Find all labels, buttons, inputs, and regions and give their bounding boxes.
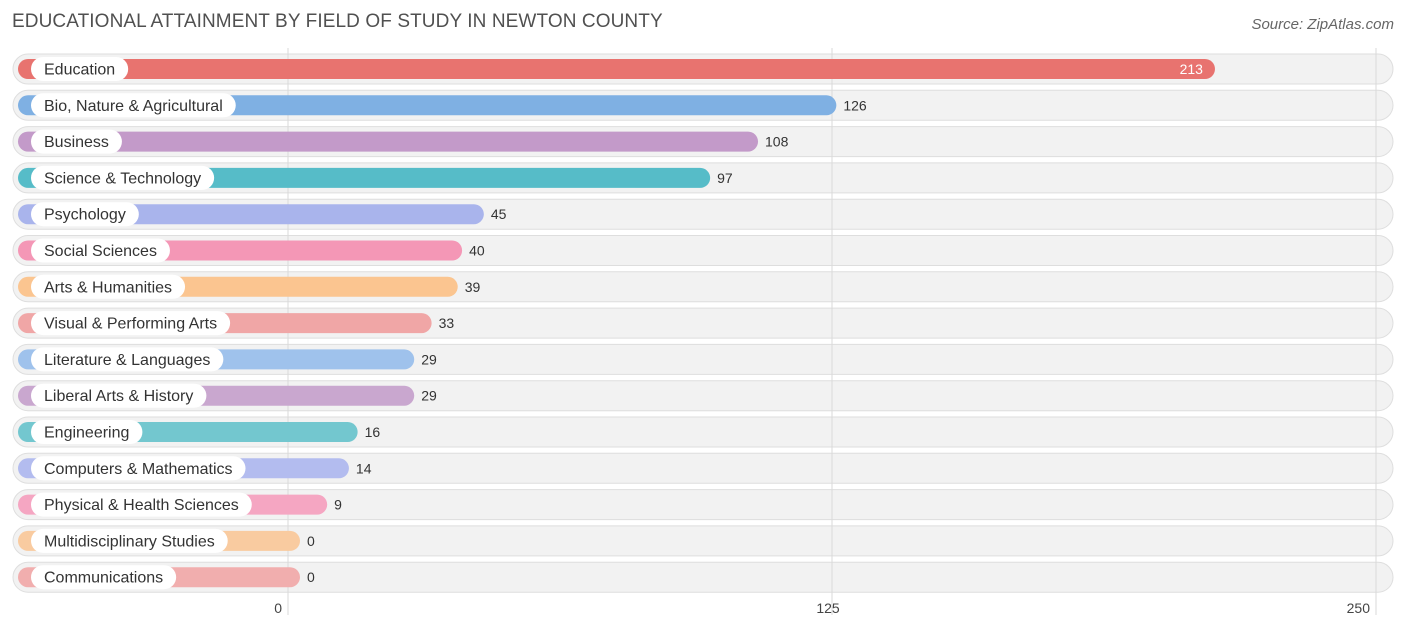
category-label: Multidisciplinary Studies (44, 533, 215, 550)
category-label: Education (44, 62, 115, 79)
category-pill (31, 274, 186, 299)
bar (18, 131, 759, 152)
category-pill (31, 456, 246, 481)
category-pill (31, 238, 170, 263)
value-label: 0 (307, 533, 315, 549)
category-label: Bio, Nature & Agricultural (44, 98, 223, 115)
value-label: 39 (465, 279, 481, 295)
category-pill (31, 347, 224, 372)
bars: Education 213 Bio, Nature & Agricultural 12… (18, 57, 1215, 590)
value-label: 45 (491, 206, 507, 222)
value-label: 9 (334, 497, 342, 513)
bar-row: Visual & Performing Arts 33 (18, 311, 455, 336)
category-pill (31, 420, 143, 444)
bar-row: Business 108 (18, 129, 789, 154)
category-label: Communications (44, 570, 163, 587)
category-label: Science & Technology (44, 170, 201, 187)
value-label: 16 (365, 424, 381, 440)
row-background (12, 561, 1394, 593)
bar-row: Social Sciences 40 (18, 238, 485, 263)
category-pill (31, 129, 122, 154)
value-label: 33 (439, 315, 455, 331)
row-background (12, 452, 1394, 484)
bar-row: Psychology 45 (18, 202, 507, 227)
value-label: 213 (1180, 61, 1204, 77)
x-tick-label: 125 (816, 600, 840, 616)
source-note: Source: ZipAtlas.com (1251, 16, 1394, 33)
category-label: Literature & Languages (44, 352, 210, 369)
bar-row: Bio, Nature & Agricultural 126 (18, 93, 867, 118)
bar-row: Communications 0 (18, 565, 315, 590)
value-label: 108 (765, 134, 789, 150)
category-label: Psychology (44, 207, 126, 224)
bar-row: Arts & Humanities 39 (18, 274, 481, 299)
category-pill (31, 57, 129, 81)
category-pill (31, 202, 139, 227)
bar-row: Multidisciplinary Studies 0 (18, 528, 315, 553)
category-label: Computers & Mathematics (44, 461, 233, 478)
bar (18, 59, 1215, 79)
x-tick-label: 0 (274, 600, 282, 616)
bar-row: Physical & Health Sciences 9 (18, 492, 342, 517)
category-label: Visual & Performing Arts (44, 316, 217, 333)
category-pill (31, 565, 177, 590)
category-pill (31, 165, 215, 190)
bar-row: Science & Technology 97 (18, 165, 733, 190)
category-label: Physical & Health Sciences (44, 497, 239, 514)
value-label: 0 (307, 569, 315, 585)
category-pill (31, 93, 236, 118)
row-background (12, 416, 1394, 448)
chart-title: EDUCATIONAL ATTAINMENT BY FIELD OF STUDY… (12, 11, 663, 32)
category-pill (31, 528, 228, 553)
value-label: 14 (356, 460, 372, 476)
value-label: 97 (717, 170, 733, 186)
value-label: 40 (469, 243, 485, 259)
category-label: Liberal Arts & History (44, 388, 193, 405)
category-label: Arts & Humanities (44, 279, 172, 296)
value-label: 126 (843, 97, 867, 113)
bar-row: Liberal Arts & History 29 (18, 383, 437, 408)
category-label: Engineering (44, 425, 129, 442)
bar-row: Literature & Languages 29 (18, 347, 437, 372)
row-background (12, 525, 1394, 557)
value-label: 29 (421, 351, 437, 367)
bar-row: Computers & Mathematics 14 (18, 456, 372, 481)
category-pill (31, 383, 207, 408)
x-tick-label: 250 (1347, 600, 1371, 616)
value-label: 29 (421, 388, 437, 404)
category-pill (31, 492, 252, 517)
bar-row: Engineering 16 (18, 420, 380, 444)
row-background (12, 489, 1394, 521)
category-pill (31, 311, 231, 336)
category-label: Social Sciences (44, 243, 157, 260)
bar-row: Education 213 (18, 57, 1215, 81)
category-label: Business (44, 134, 109, 151)
